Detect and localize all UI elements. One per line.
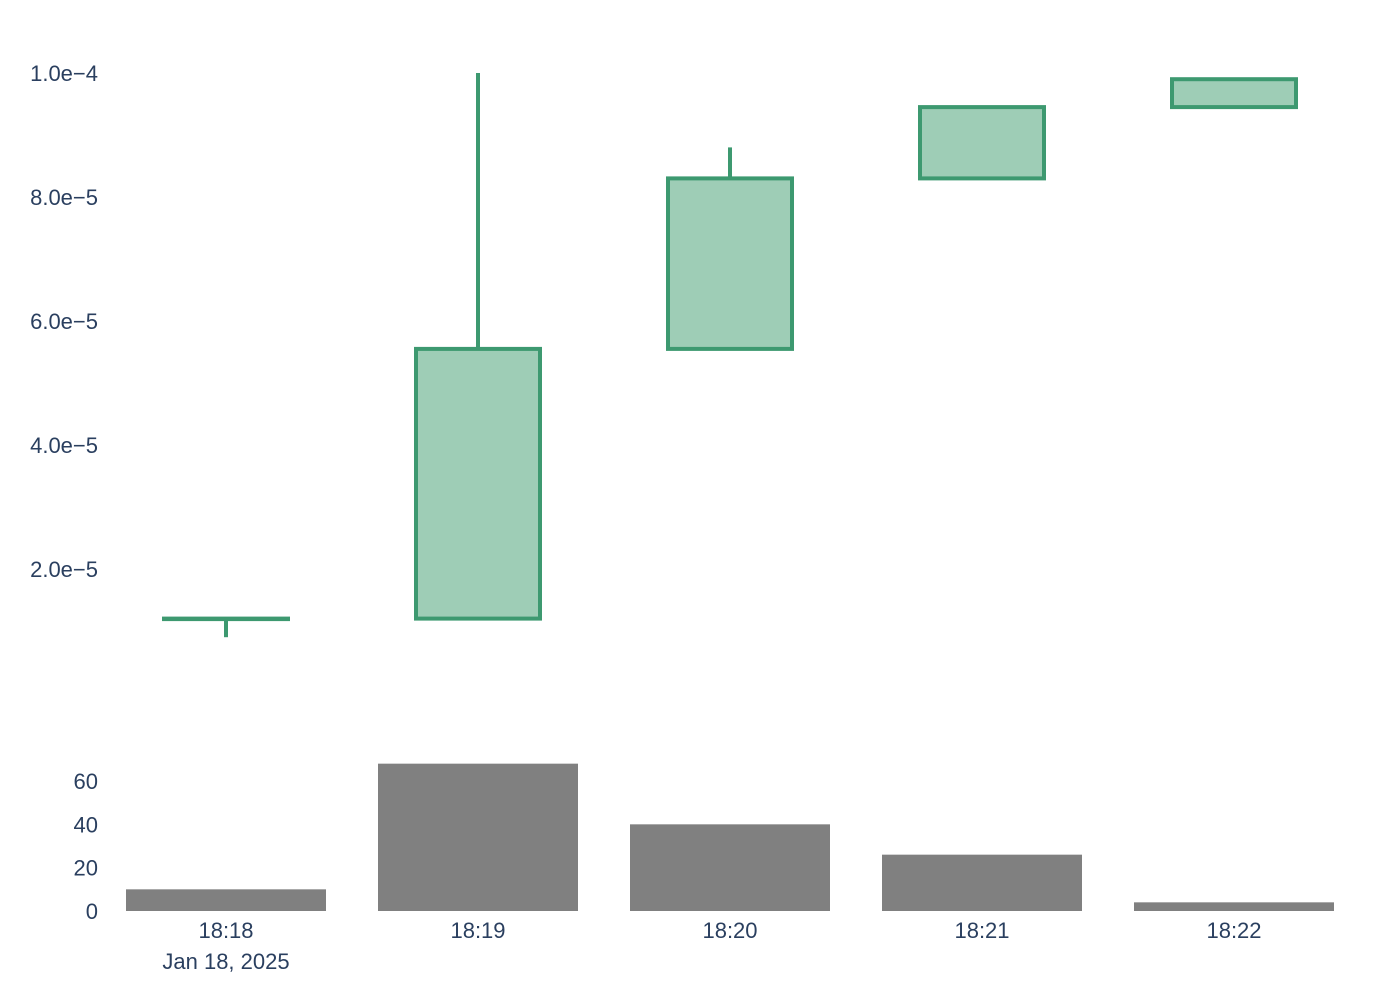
candle-body <box>162 616 290 622</box>
volume-bar <box>630 824 830 911</box>
x-tick-label: 18:18 <box>198 918 253 943</box>
price-ytick-label: 8.0e−5 <box>30 185 98 210</box>
x-tick-label: 18:19 <box>450 918 505 943</box>
candle-body <box>666 176 794 351</box>
volume-ytick-label: 0 <box>86 899 98 924</box>
x-tick-label: 18:21 <box>954 918 1009 943</box>
price-ytick-label: 6.0e−5 <box>30 309 98 334</box>
x-date-label: Jan 18, 2025 <box>162 949 289 974</box>
volume-bar <box>882 854 1082 911</box>
volume-ytick-label: 60 <box>74 769 98 794</box>
x-tick-label: 18:20 <box>702 918 757 943</box>
x-tick-label: 18:22 <box>1206 918 1261 943</box>
x-axis: Jan 18, 2025 18:18 18:19 18:20 18:21 18:22 <box>162 918 1261 974</box>
volume-bar <box>378 763 578 911</box>
candle-body <box>1170 77 1298 110</box>
price-panel: 2.0e−5 4.0e−5 6.0e−5 8.0e−5 1.0e−4 <box>30 61 1298 638</box>
volume-panel: 0 20 40 60 <box>74 763 1334 924</box>
volume-bar <box>126 889 326 911</box>
volume-ytick-label: 20 <box>74 856 98 881</box>
volume-bar <box>1134 902 1334 911</box>
price-ytick-label: 4.0e−5 <box>30 433 98 458</box>
candle-body <box>414 346 542 621</box>
price-ytick-label: 1.0e−4 <box>30 61 98 86</box>
volume-ytick-label: 40 <box>74 812 98 837</box>
candle-body <box>918 105 1046 181</box>
price-ytick-label: 2.0e−5 <box>30 557 98 582</box>
